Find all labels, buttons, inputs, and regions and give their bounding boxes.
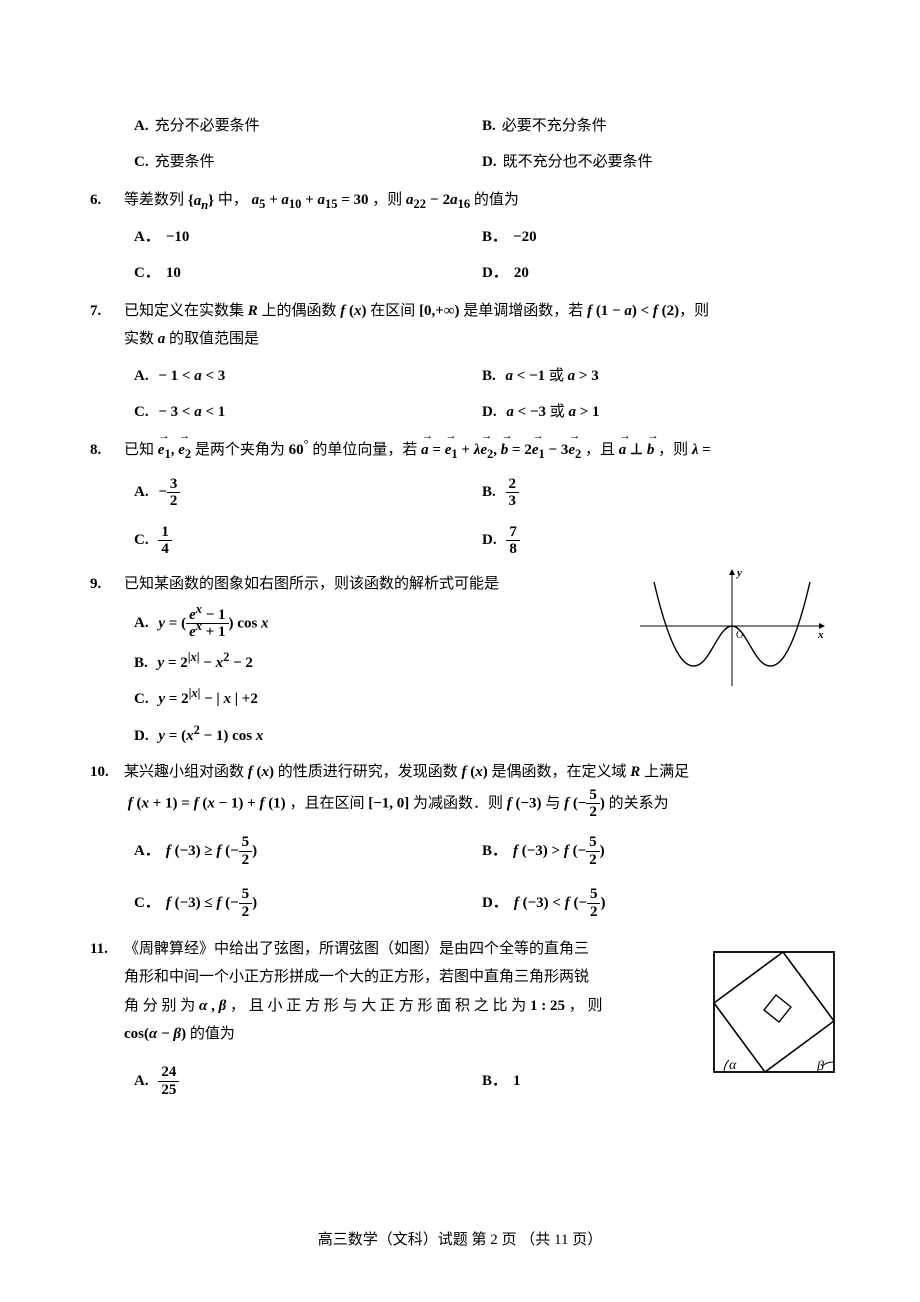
q8-opt-A: A. −32	[134, 468, 482, 516]
q10-stem-f-num: 5	[586, 787, 600, 805]
q6-options: A．−10 B．−20 C．10 D．20	[134, 219, 830, 291]
q11-num: 11.	[90, 935, 124, 964]
q10: 10. 某兴趣小组对函数 f (x) 的性质进行研究，发现函数 f (x) 是偶…	[90, 758, 830, 821]
q11-A-num: 24	[158, 1064, 179, 1082]
q7-options: A. − 1 < a < 3 B. a < −1 或 a > 3 C. − 3 …	[134, 358, 830, 430]
q6-stem-p1: 等差数列	[124, 192, 184, 208]
q7-opt-C: C. − 3 < a < 1	[134, 394, 482, 430]
q6-opt-D-val: 20	[514, 265, 529, 281]
q6-stem-p3: ，则	[372, 192, 406, 208]
q6-opt-C: C．10	[134, 255, 482, 291]
q10-D-num: 5	[587, 886, 601, 904]
q8-opt-D: D. 78	[482, 516, 830, 564]
q10-stem: 某兴趣小组对函数 f (x) 的性质进行研究，发现函数 f (x) 是偶函数，在…	[124, 758, 830, 821]
q10-D-den: 2	[587, 904, 601, 921]
q10-A-num: 5	[239, 834, 253, 852]
q7-opt-A: A. − 1 < a < 3	[134, 358, 482, 394]
q8-num: 8.	[90, 436, 124, 465]
q11-B-val: 1	[513, 1073, 521, 1089]
q5-opt-A: A.充分不必要条件	[134, 108, 482, 144]
q11-figure: α β	[710, 948, 838, 1076]
q5-opt-D: D.既不充分也不必要条件	[482, 144, 830, 180]
q8-A-num: 3	[167, 476, 181, 494]
q8-B-den: 3	[506, 493, 520, 510]
q11-opt-A: A. 2425	[134, 1057, 482, 1105]
q8-stem: 已知 e1, e2 是两个夹角为 60° 的单位向量，若 a = e1 + λe…	[124, 436, 830, 465]
q11-l1: 《周髀算经》中给出了弦图，所谓弦图（如图）是由四个全等的直角三	[124, 941, 589, 957]
q6-opt-C-val: 10	[166, 265, 181, 281]
q10-A-den: 2	[239, 852, 253, 869]
q11-beta-label: β	[816, 1059, 824, 1074]
q8-B-num: 2	[506, 476, 520, 494]
q8: 8. 已知 e1, e2 是两个夹角为 60° 的单位向量，若 a = e1 +…	[90, 436, 830, 465]
q9-fig-y-label: y	[735, 567, 742, 579]
q11-l2: 角形和中间一个小正方形拼成一个大的正方形，若图中直角三角形两锐	[124, 969, 589, 985]
q8-D-num: 7	[506, 524, 520, 542]
q8-D-den: 8	[506, 541, 520, 558]
q10-C-num: 5	[239, 886, 253, 904]
q10-opt-C: C．f (−3) ≤ f (−52)	[134, 877, 482, 929]
q7: 7. 已知定义在实数集 R 上的偶函数 f (x) 在区间 [0,+∞) 是单调…	[90, 297, 830, 354]
q10-opt-B: B．f (−3) > f (−52)	[482, 825, 830, 877]
q10-num: 10.	[90, 758, 124, 787]
q6-stem-p2: 中，	[218, 192, 248, 208]
q5-opt-B: B.必要不充分条件	[482, 108, 830, 144]
q7-opt-D: D. a < −3 或 a > 1	[482, 394, 830, 430]
page-footer: 高三数学（文科）试题 第 2 页 （共 11 页）	[0, 1226, 920, 1255]
q7-opt-B: B. a < −1 或 a > 3	[482, 358, 830, 394]
q5-opt-D-text: 既不充分也不必要条件	[503, 154, 653, 170]
q6-stem: 等差数列 {an} 中， a5 + a10 + a15 = 30 ，则 a22 …	[124, 186, 830, 215]
q6-opt-B: B．−20	[482, 219, 830, 255]
q10-stem-f-den: 2	[586, 804, 600, 821]
q5-opt-B-text: 必要不充分条件	[502, 118, 607, 134]
q6: 6. 等差数列 {an} 中， a5 + a10 + a15 = 30 ，则 a…	[90, 186, 830, 215]
q10-B-num: 5	[586, 834, 600, 852]
q5-opt-C: C.充要条件	[134, 144, 482, 180]
q9-fig-origin: O	[736, 630, 743, 641]
q6-opt-A-val: −10	[166, 229, 190, 245]
q9-opt-D: D. y = (x2 − 1) cos x	[134, 722, 830, 751]
q6-opt-B-val: −20	[513, 229, 537, 245]
q6-stem-p4: 的值为	[474, 192, 519, 208]
q10-C-den: 2	[239, 904, 253, 921]
q10-options: A．f (−3) ≥ f (−52) B．f (−3) > f (−52) C．…	[134, 825, 830, 929]
q11-alpha-label: α	[729, 1058, 737, 1073]
q10-opt-A: A．f (−3) ≥ f (−52)	[134, 825, 482, 877]
q10-B-den: 2	[586, 852, 600, 869]
q9-figure: y x O	[632, 564, 832, 694]
q10-opt-D: D．f (−3) < f (−52)	[482, 877, 830, 929]
q8-A-den: 2	[167, 493, 181, 510]
q5-options: A.充分不必要条件 B.必要不充分条件 C.充要条件 D.既不充分也不必要条件	[134, 108, 830, 180]
q5-opt-A-text: 充分不必要条件	[155, 118, 260, 134]
q8-opt-B: B. 23	[482, 468, 830, 516]
q9-num: 9.	[90, 570, 124, 599]
q11-A-den: 25	[158, 1082, 179, 1099]
q7-num: 7.	[90, 297, 124, 326]
q6-opt-D: D．20	[482, 255, 830, 291]
q8-opt-C: C. 14	[134, 516, 482, 564]
q6-num: 6.	[90, 186, 124, 215]
q8-options: A. −32 B. 23 C. 14 D. 78	[134, 468, 830, 564]
q9-fig-x-label: x	[817, 629, 824, 641]
q7-stem: 已知定义在实数集 R 上的偶函数 f (x) 在区间 [0,+∞) 是单调增函数…	[124, 297, 830, 354]
q8-C-den: 4	[158, 541, 172, 558]
q5-opt-C-text: 充要条件	[155, 154, 215, 170]
q6-opt-A: A．−10	[134, 219, 482, 255]
q8-C-num: 1	[158, 524, 172, 542]
